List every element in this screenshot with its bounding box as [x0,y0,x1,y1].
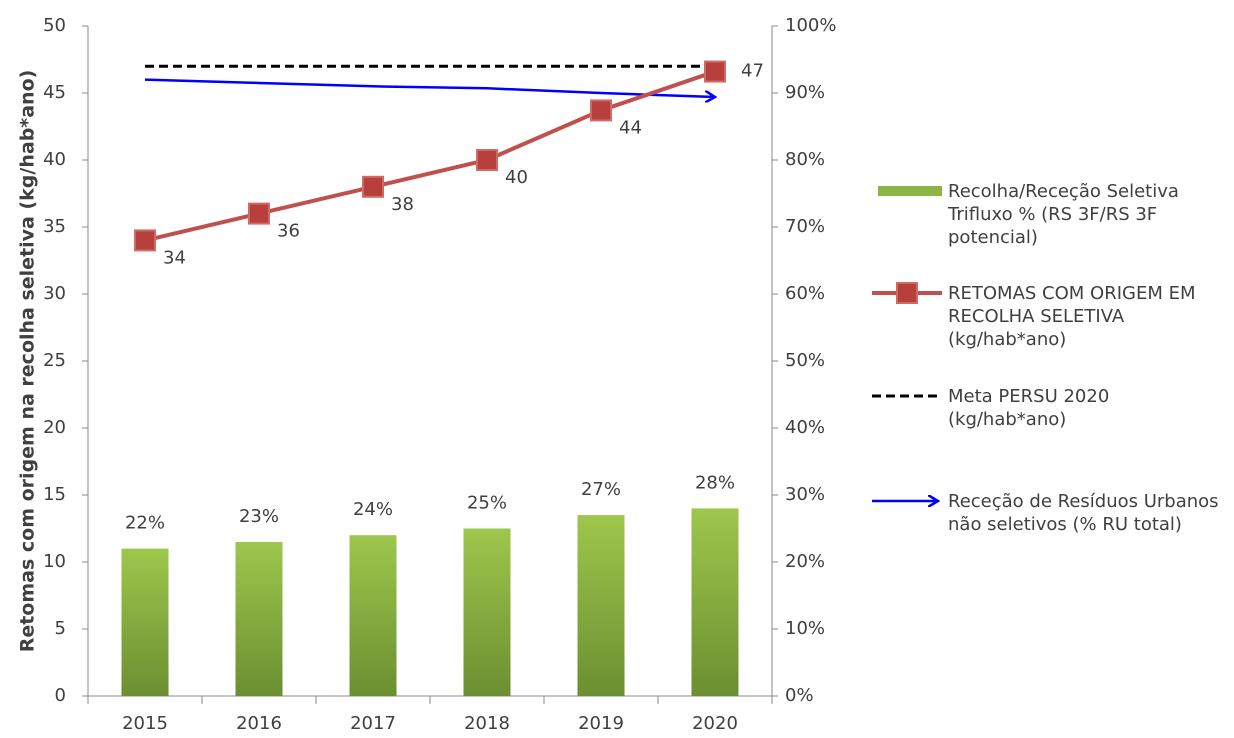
y-tick-label: 15 [43,484,66,505]
y-tick-label: 10 [43,551,66,572]
line [144,69,716,243]
bar-label: 23% [239,506,279,527]
line-marker [590,99,612,122]
line-label: 34 [163,247,186,268]
y2-tick-label: 10% [785,618,825,639]
y2-tick-label: 40% [785,417,825,438]
y-tick-label: 5 [55,618,66,639]
y2-tick-label: 100% [785,15,836,36]
y2-tick-label: 90% [785,82,825,103]
x-tick-label: 2015 [122,713,168,734]
x-tick-label: 2018 [464,713,510,734]
line-marker [248,202,270,225]
line-label: 38 [391,194,414,215]
y2-tick-label: 70% [785,216,825,237]
x-tick-label: 2016 [236,713,282,734]
legend-label: Receção de Resíduos Urbanos não seletivo… [948,491,1219,535]
bar-label: 27% [581,479,621,500]
bar-label: 28% [695,472,735,493]
line-label: 36 [277,221,300,242]
bar-label: 25% [467,493,507,514]
y-tick-label: 0 [55,685,66,706]
bar [349,535,397,696]
line-marker [362,175,384,198]
bar [691,508,739,696]
y-tick-label: 40 [43,149,66,170]
y-tick-label: 25 [43,350,66,371]
x-tick-label: 2020 [692,713,738,734]
bar [577,515,625,696]
line-label: 44 [619,117,642,138]
line-label: 40 [505,167,528,188]
y2-tick-label: 60% [785,283,825,304]
y2-tick-label: 20% [785,551,825,572]
bar [463,528,511,696]
x-tick-label: 2019 [578,713,624,734]
legend-swatch [878,186,942,196]
legend-label: Meta PERSU 2020 (kg/hab*ano) [948,386,1110,430]
y2-tick-label: 80% [785,149,825,170]
bar-label: 24% [353,499,393,520]
arrow-line [144,78,715,97]
y2-tick-label: 30% [785,484,825,505]
line-marker [134,229,156,252]
line-marker [476,149,498,171]
bar-label: 22% [125,513,165,534]
legend-label: Recolha/Receção Seletiva Trifluxo % (RS … [948,181,1179,248]
y-tick-label: 20 [43,417,66,438]
y2-tick-label: 0% [785,685,814,706]
line-marker [704,60,726,83]
y-tick-label: 30 [43,283,66,304]
x-tick-label: 2017 [350,713,396,734]
legend-swatch [896,282,918,304]
y-tick-label: 35 [43,216,66,237]
bar [235,541,283,696]
bar [121,548,169,696]
y-axis-title: Retomas com origem na recolha seletiva (… [17,70,39,653]
y-tick-label: 50 [43,15,66,36]
line-label: 47 [741,61,764,82]
y-tick-label: 45 [43,82,66,103]
y2-tick-label: 50% [785,350,825,371]
legend-label: RETOMAS COM ORIGEM EM RECOLHA SELETIVA (… [948,283,1196,350]
